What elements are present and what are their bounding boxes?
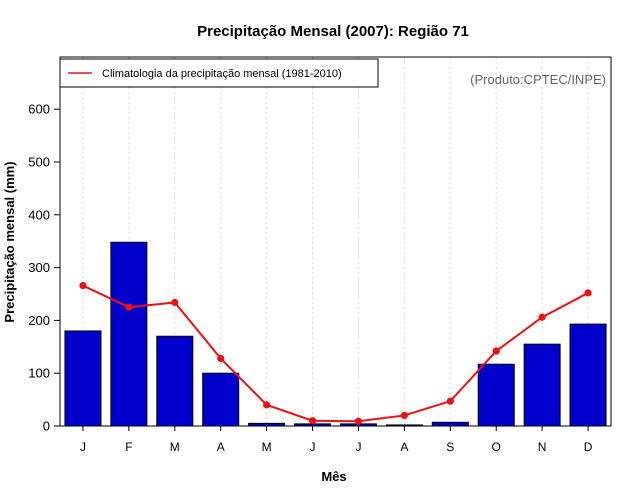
x-tick-label: A (217, 440, 225, 454)
legend-label: Climatologia da precipitação mensal (198… (102, 68, 342, 80)
y-tick-label: 300 (28, 260, 50, 275)
x-tick-label: J (310, 440, 316, 454)
plot-frame (59, 56, 612, 427)
climatology-point-8 (400, 411, 408, 420)
bar-3 (156, 335, 194, 427)
x-tick-label: N (538, 440, 547, 454)
bar-2 (110, 241, 148, 427)
climatology-point-4 (217, 354, 225, 363)
x-tick-label: J (80, 440, 86, 454)
bar-1 (64, 330, 102, 427)
y-tick-label: 600 (28, 102, 50, 117)
x-tick-label: A (400, 440, 408, 454)
x-tick-label: M (262, 440, 272, 454)
bar-9 (431, 421, 469, 427)
y-tick-label: 400 (28, 207, 50, 222)
y-axis-title: Precipitação mensal (mm) (2, 161, 17, 322)
x-axis-title: Mês (321, 469, 346, 484)
climatology-point-11 (538, 313, 546, 321)
climatology-point-10 (492, 347, 500, 355)
climatology-point-2 (125, 303, 133, 311)
x-tick-label: O (492, 440, 501, 454)
bar-10 (477, 363, 515, 427)
x-tick-label: S (446, 440, 454, 454)
y-tick-label: 100 (28, 366, 50, 381)
climatology-point-6 (308, 417, 317, 425)
bar-series (64, 241, 607, 427)
climatology-line (82, 284, 589, 423)
climatology-point-3 (171, 298, 179, 307)
climatology-point-12 (584, 289, 592, 297)
x-tick-label: F (125, 440, 132, 454)
grid-lines (82, 57, 589, 426)
bar-4 (202, 372, 240, 427)
climatology-point-9 (446, 397, 454, 405)
y-tick-label: 0 (43, 419, 50, 434)
climatology-point-1 (79, 281, 87, 290)
legend-box (59, 58, 379, 88)
climatology-point-5 (263, 401, 271, 409)
x-tick-label: D (584, 440, 593, 454)
climatology-point-7 (354, 417, 363, 425)
climatology-line-series (79, 281, 592, 425)
y-tick-label: 200 (28, 313, 50, 328)
legend: Climatologia da precipitação mensal (198… (59, 58, 379, 88)
source-credit: (Produto:CPTEC/INPE) (470, 72, 606, 87)
bar-11 (523, 343, 561, 427)
bar-12 (569, 323, 607, 427)
y-tick-label: 500 (28, 155, 50, 170)
x-tick-label: M (170, 440, 180, 454)
chart-title: Precipitação Mensal (2007): Região 71 (197, 23, 469, 40)
x-tick-label: J (355, 440, 361, 454)
y-axis: 0 100 200 300 400 500 600 (28, 102, 60, 434)
